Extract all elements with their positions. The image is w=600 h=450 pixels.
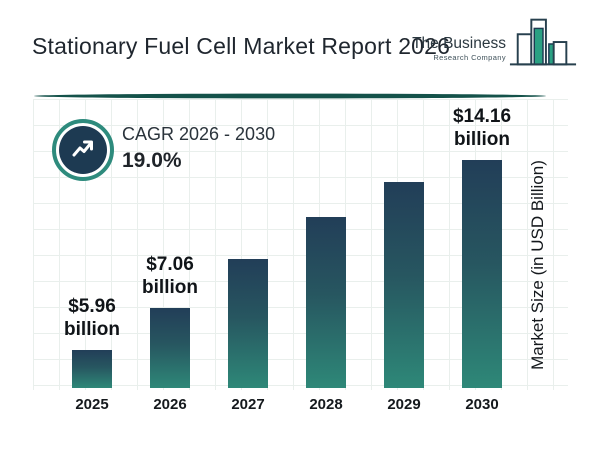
divider-line: [34, 93, 546, 99]
company-logo-text: The Business Research Company: [412, 36, 506, 61]
bar-2025: [72, 350, 112, 388]
cagr-badge: [52, 119, 114, 181]
company-logo: The Business Research Company: [412, 14, 578, 72]
y-axis-label: Market Size (in USD Billion): [528, 160, 547, 370]
value-label-2025: $5.96 billion: [64, 296, 120, 340]
cagr-value: 19.0%: [122, 149, 182, 172]
bar-2026: [150, 308, 190, 388]
page-title: Stationary Fuel Cell Market Report 2026: [32, 33, 451, 59]
x-tick-label-2027: 2027: [231, 396, 265, 413]
x-tick-label-2028: 2028: [309, 396, 343, 413]
bar-chart-logo-icon: [509, 18, 577, 66]
bar-2030: [462, 160, 502, 388]
value-label-2026: $7.06 billion: [142, 254, 198, 298]
bar-2028: [306, 217, 346, 388]
x-tick-label-2029: 2029: [387, 396, 421, 413]
x-tick-label-2030: 2030: [465, 396, 499, 413]
company-name: The Business: [412, 35, 506, 52]
trend-up-icon: [59, 126, 107, 174]
company-subname: Research Company: [433, 52, 506, 62]
value-label-2030: $14.16 billion: [452, 106, 512, 150]
x-tick-label-2026: 2026: [153, 396, 187, 413]
x-tick-label-2025: 2025: [75, 396, 109, 413]
cagr-text: CAGR 2026 - 2030 19.0%: [122, 121, 275, 175]
cagr-period: CAGR 2026 - 2030: [122, 124, 276, 144]
bar-2029: [384, 182, 424, 388]
bar-2027: [228, 259, 268, 388]
